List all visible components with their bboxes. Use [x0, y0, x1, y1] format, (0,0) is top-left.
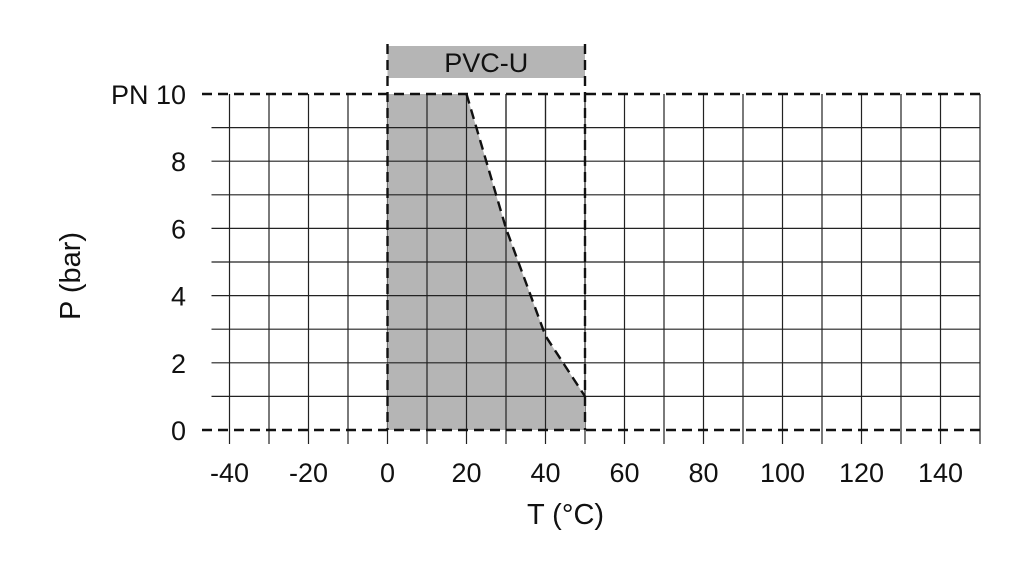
y-tick-label: 6 [171, 214, 186, 244]
x-tick-label: 40 [530, 458, 560, 488]
operating-area [387, 93, 587, 430]
y-tick-labels: 0 2 4 6 8 PN 10 [111, 80, 186, 446]
limit-lines [202, 44, 980, 432]
x-tick-label: 20 [451, 458, 481, 488]
grid [211, 94, 981, 444]
y-tick-label: 8 [171, 147, 186, 177]
y-tick-label: 2 [171, 349, 186, 379]
y-tick-label: 0 [171, 416, 186, 446]
x-tick-label: 80 [688, 458, 718, 488]
y-tick-label: 4 [171, 282, 186, 312]
material-band: PVC-U [387, 46, 585, 78]
x-tick-label: -40 [210, 458, 249, 488]
x-tick-label: 100 [760, 458, 805, 488]
x-tick-label: 120 [839, 458, 884, 488]
material-band-label: PVC-U [444, 48, 528, 78]
x-axis-title: T (°C) [527, 499, 604, 531]
material-band-bar [387, 46, 585, 78]
x-tick-label: 140 [918, 458, 963, 488]
y-tick-label: PN 10 [111, 80, 186, 110]
x-tick-labels: -40 -20 0 20 40 60 80 100 120 140 [210, 458, 963, 488]
operating-limit-curve [465, 93, 587, 398]
y-axis-title: P (bar) [55, 232, 87, 320]
x-tick-label: 60 [609, 458, 639, 488]
x-tick-label: 0 [380, 458, 395, 488]
x-tick-label: -20 [289, 458, 328, 488]
